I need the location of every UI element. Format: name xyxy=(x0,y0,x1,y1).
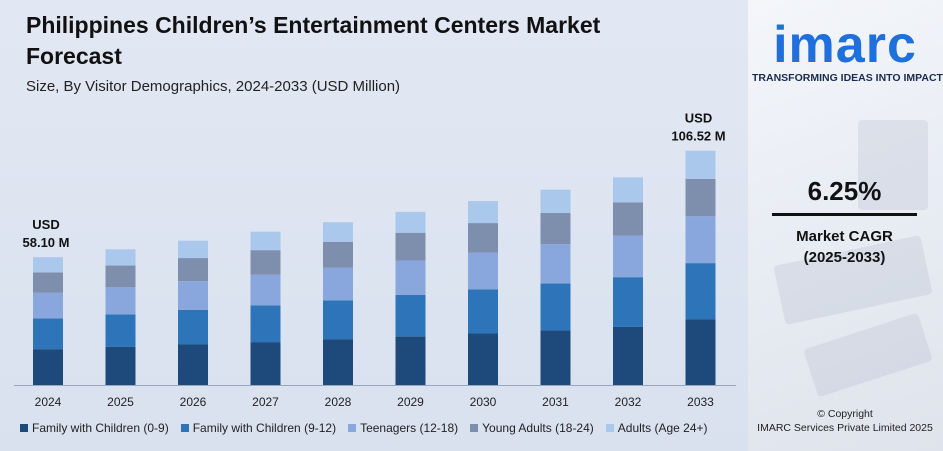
bar-segment xyxy=(468,289,498,334)
bar-segment xyxy=(323,222,353,242)
legend-item: Family with Children (9-12) xyxy=(180,421,337,435)
x-tick-label: 2024 xyxy=(35,395,62,409)
x-tick-label: 2030 xyxy=(470,395,497,409)
bar-segment xyxy=(105,249,136,266)
cagr-label: Market CAGR (2025-2033) xyxy=(772,226,917,268)
cagr-divider xyxy=(772,213,917,216)
legend-label: Family with Children (0-9) xyxy=(32,421,169,435)
bar-segment xyxy=(33,318,63,350)
background-decor xyxy=(803,312,933,398)
bar-segment xyxy=(395,232,426,261)
bar-segment xyxy=(540,212,571,245)
bar-segment xyxy=(685,263,716,320)
legend-label: Adults (Age 24+) xyxy=(617,421,708,435)
copyright-line2: IMARC Services Private Limited 2025 xyxy=(757,422,933,434)
x-tick-label: 2032 xyxy=(615,395,642,409)
bar-segment xyxy=(250,274,281,306)
imarc-logo: imarc TRANSFORMING IDEAS INTO IMPACT xyxy=(752,16,943,84)
total-annotation-label: USD xyxy=(32,217,59,232)
x-tick-label: 2028 xyxy=(325,395,352,409)
bar-segment xyxy=(33,272,63,293)
bar-segment xyxy=(323,339,353,385)
bar-segment xyxy=(540,189,571,213)
bar-segment xyxy=(395,260,426,296)
bar-segment xyxy=(323,300,353,340)
chart-title: Philippines Children’s Entertainment Cen… xyxy=(26,12,601,69)
bar-segment xyxy=(468,223,498,253)
x-tick-label: 2025 xyxy=(107,395,134,409)
legend-swatch xyxy=(470,424,479,432)
bar-segment xyxy=(468,252,498,290)
x-tick-label: 2033 xyxy=(687,395,714,409)
legend-label: Teenagers (12-18) xyxy=(360,421,459,435)
bar-segment xyxy=(105,346,136,385)
total-annotation-label: USD xyxy=(685,111,712,126)
logo-tagline: TRANSFORMING IDEAS INTO IMPACT xyxy=(752,72,943,84)
bar-segment xyxy=(613,202,643,236)
legend-swatch xyxy=(180,424,189,432)
chart-subtitle: Size, By Visitor Demographics, 2024-2033… xyxy=(26,78,401,95)
bar-segment xyxy=(685,150,716,179)
legend-item: Teenagers (12-18) xyxy=(348,421,458,435)
copyright-notice: © Copyright IMARC Services Private Limit… xyxy=(752,407,938,435)
x-tick-label: 2029 xyxy=(397,395,424,409)
legend-item: Adults (Age 24+) xyxy=(605,421,708,435)
bar-segment xyxy=(105,265,136,288)
bar-segment xyxy=(250,231,281,251)
cagr-value: 6.25% xyxy=(807,176,882,206)
bar-segment xyxy=(250,305,281,343)
bar-segment xyxy=(468,333,498,385)
background-decor xyxy=(858,120,928,210)
bar-segment xyxy=(540,330,571,385)
bar-segment xyxy=(33,257,63,273)
legend-item: Family with Children (0-9) xyxy=(20,421,169,435)
bar-segment xyxy=(613,277,643,327)
x-tick-label: 2031 xyxy=(542,395,569,409)
bar-segment xyxy=(33,292,63,319)
bar-segment xyxy=(105,314,136,347)
bar-segment xyxy=(395,336,426,385)
bar-segment xyxy=(395,211,426,233)
legend-item: Young Adults (18-24) xyxy=(470,421,594,435)
bar-segment xyxy=(178,344,208,385)
bar-segment xyxy=(613,177,643,203)
copyright-line1: © Copyright xyxy=(817,408,873,420)
chart-legend: Family with Children (0-9) Family with Ch… xyxy=(20,421,708,435)
bar-segment xyxy=(323,267,353,301)
legend-label: Family with Children (9-12) xyxy=(192,421,337,435)
legend-swatch xyxy=(348,424,357,432)
logo-wordmark: imarc xyxy=(773,16,917,74)
stacked-bar-chart: 2024 2025 2026 2027 2028 2029 2030 2031 2032 2033… xyxy=(14,111,736,409)
bar-segment xyxy=(178,240,208,259)
bar-segment xyxy=(540,244,571,284)
bar-segment xyxy=(685,216,716,264)
x-tick-label: 2027 xyxy=(252,395,279,409)
legend-swatch xyxy=(20,424,28,432)
bar-segment xyxy=(613,235,643,278)
total-annotation-value: 58.10 M xyxy=(23,235,70,250)
bar-segment xyxy=(105,287,136,315)
cagr-label-line1: Market CAGR xyxy=(796,228,893,245)
total-annotation-value: 106.52 M xyxy=(671,129,725,144)
bar-segment xyxy=(250,342,281,385)
bar-segment xyxy=(685,178,716,217)
legend-swatch xyxy=(605,424,614,432)
bar-segment xyxy=(613,326,643,385)
bar-segment xyxy=(685,319,716,385)
bar-segment xyxy=(250,250,281,275)
cagr-label-line2: (2025-2033) xyxy=(803,249,886,266)
bar-segment xyxy=(323,241,353,268)
bar-segment xyxy=(468,201,498,224)
bar-segment xyxy=(395,295,426,337)
bar-segment xyxy=(178,309,208,345)
bar-segment xyxy=(178,258,208,282)
x-tick-label: 2026 xyxy=(180,395,207,409)
legend-label: Young Adults (18-24) xyxy=(482,421,594,435)
bar-segment xyxy=(540,283,571,331)
bar-segment xyxy=(178,281,208,310)
bar-segment xyxy=(33,349,63,385)
brand-panel xyxy=(748,0,943,451)
